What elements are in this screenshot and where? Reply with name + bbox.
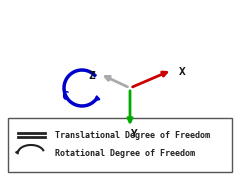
Text: Y: Y xyxy=(131,129,137,139)
Text: C: C xyxy=(61,90,69,103)
Text: X: X xyxy=(179,67,185,77)
Text: Rotational Degree of Freedom: Rotational Degree of Freedom xyxy=(55,148,195,158)
Bar xyxy=(8,118,232,172)
Text: Translational Degree of Freedom: Translational Degree of Freedom xyxy=(55,130,210,140)
Text: Z: Z xyxy=(89,71,95,81)
